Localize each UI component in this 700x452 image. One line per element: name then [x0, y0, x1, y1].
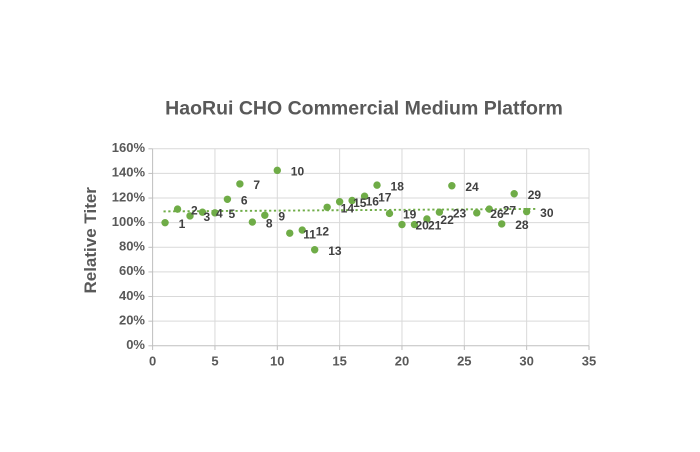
- svg-text:30: 30: [540, 206, 554, 220]
- svg-text:27: 27: [503, 203, 517, 217]
- svg-text:0%: 0%: [126, 337, 145, 352]
- svg-text:5: 5: [228, 207, 235, 221]
- svg-text:120%: 120%: [112, 189, 146, 204]
- svg-text:17: 17: [378, 190, 392, 204]
- svg-text:100%: 100%: [112, 214, 146, 229]
- svg-text:12: 12: [316, 224, 330, 238]
- svg-text:80%: 80%: [119, 239, 145, 254]
- svg-text:11: 11: [303, 227, 316, 241]
- svg-text:30: 30: [519, 354, 533, 369]
- svg-text:7: 7: [253, 178, 260, 192]
- svg-text:14: 14: [341, 201, 355, 215]
- svg-text:1: 1: [179, 217, 186, 231]
- svg-text:13: 13: [328, 244, 342, 258]
- svg-text:25: 25: [457, 354, 471, 369]
- svg-text:9: 9: [278, 209, 285, 223]
- svg-text:10: 10: [291, 165, 305, 179]
- svg-text:3: 3: [204, 210, 211, 224]
- svg-text:15: 15: [332, 354, 346, 369]
- svg-text:20%: 20%: [119, 312, 145, 327]
- svg-text:29: 29: [528, 188, 542, 202]
- svg-text:40%: 40%: [119, 288, 145, 303]
- svg-text:140%: 140%: [112, 165, 146, 180]
- svg-text:8: 8: [266, 216, 273, 230]
- svg-text:23: 23: [453, 206, 467, 220]
- svg-text:10: 10: [270, 354, 284, 369]
- svg-text:28: 28: [515, 218, 529, 232]
- svg-text:20: 20: [415, 219, 429, 233]
- svg-text:22: 22: [440, 213, 454, 227]
- svg-text:6: 6: [241, 193, 248, 207]
- svg-text:4: 4: [216, 206, 223, 220]
- svg-text:35: 35: [582, 354, 596, 369]
- svg-text:160%: 160%: [112, 140, 146, 155]
- svg-text:5: 5: [211, 354, 218, 369]
- svg-text:21: 21: [428, 219, 442, 233]
- svg-text:20: 20: [395, 354, 409, 369]
- svg-text:26: 26: [490, 207, 504, 221]
- svg-text:0: 0: [149, 354, 156, 369]
- svg-text:16: 16: [366, 195, 380, 209]
- svg-text:Relative Titer: Relative Titer: [81, 187, 100, 294]
- svg-text:HaoRui CHO Commercial Medium P: HaoRui CHO Commercial Medium Platform: [165, 97, 563, 119]
- svg-text:18: 18: [391, 179, 405, 193]
- svg-text:15: 15: [353, 196, 367, 210]
- svg-text:24: 24: [465, 180, 479, 194]
- svg-text:19: 19: [403, 208, 417, 222]
- svg-text:2: 2: [191, 203, 198, 217]
- svg-text:60%: 60%: [119, 263, 145, 278]
